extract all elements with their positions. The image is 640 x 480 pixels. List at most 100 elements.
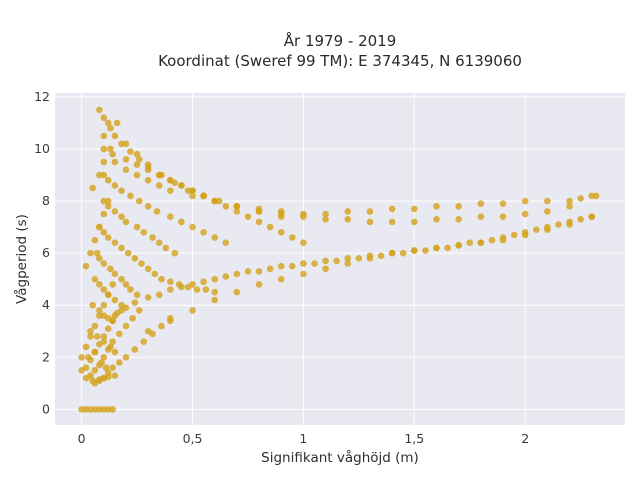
- scatter-point: [122, 281, 130, 288]
- scatter-point: [167, 187, 174, 194]
- scatter-point: [124, 249, 132, 257]
- scatter-point: [189, 192, 196, 200]
- scatter-point: [532, 226, 540, 234]
- scatter-point: [158, 322, 165, 330]
- scatter-point: [109, 406, 116, 413]
- scatter-point: [455, 242, 462, 249]
- scatter-point: [82, 262, 90, 270]
- y-tick-label: 2: [42, 349, 50, 364]
- y-tick-label: 10: [34, 141, 50, 156]
- scatter-point: [244, 268, 252, 275]
- scatter-point: [377, 252, 385, 260]
- scatter-point: [155, 182, 163, 189]
- scatter-point: [555, 221, 562, 228]
- scatter-point: [93, 333, 101, 340]
- scatter-point: [116, 330, 123, 338]
- scatter-point: [91, 236, 99, 244]
- scatter-point: [544, 223, 551, 231]
- scatter-point: [118, 187, 125, 194]
- scatter-point: [211, 234, 218, 241]
- scatter-point: [200, 229, 207, 236]
- scatter-point: [82, 343, 90, 351]
- scatter-point: [266, 223, 274, 231]
- scatter-point: [289, 262, 296, 270]
- scatter-point: [135, 307, 143, 314]
- y-tick-label: 12: [34, 89, 50, 104]
- scatter-point: [277, 262, 285, 270]
- scatter-point: [127, 286, 134, 293]
- scatter-point: [100, 114, 108, 122]
- scatter-point: [107, 145, 114, 153]
- scatter-point: [155, 171, 163, 179]
- scatter-point: [566, 218, 573, 226]
- scatter-point: [100, 301, 108, 309]
- scatter-point: [100, 333, 108, 340]
- scatter-point: [344, 255, 352, 262]
- scatter-point: [91, 275, 99, 283]
- scatter-point: [144, 265, 152, 273]
- scatter-point: [344, 208, 352, 215]
- scatter-point: [111, 182, 119, 189]
- scatter-point: [433, 202, 440, 210]
- scatter-point: [102, 364, 110, 372]
- scatter-point: [544, 197, 551, 205]
- scatter-point: [155, 239, 163, 247]
- scatter-point: [300, 270, 307, 278]
- scatter-point: [89, 184, 97, 192]
- scatter-point: [133, 291, 141, 299]
- scatter-point: [410, 218, 418, 226]
- scatter-point: [111, 132, 119, 140]
- scatter-point: [104, 314, 112, 322]
- scatter-point: [155, 291, 163, 299]
- scatter-point: [87, 327, 94, 335]
- scatter-point: [277, 229, 285, 236]
- scatter-point: [510, 231, 518, 239]
- y-tick-label: 6: [42, 245, 50, 260]
- scatter-point: [100, 286, 108, 293]
- scatter-point: [122, 322, 130, 330]
- scatter-point: [167, 286, 174, 293]
- scatter-point: [333, 257, 340, 265]
- scatter-point: [133, 223, 141, 231]
- scatter-point: [211, 197, 218, 205]
- scatter-point: [455, 202, 462, 210]
- scatter-point: [355, 255, 363, 262]
- scatter-point: [592, 192, 600, 200]
- scatter-point: [96, 340, 103, 348]
- scatter-point: [135, 197, 143, 205]
- scatter-point: [455, 215, 462, 223]
- scatter-point: [149, 330, 156, 338]
- scatter-point: [566, 202, 573, 210]
- scatter-point: [109, 338, 116, 345]
- scatter-point: [109, 150, 116, 158]
- scatter-point: [135, 156, 143, 163]
- scatter-point: [91, 367, 99, 374]
- x-tick-label: 2: [521, 431, 529, 446]
- scatter-point: [399, 249, 407, 257]
- scatter-point: [111, 312, 119, 319]
- scatter-point: [211, 275, 218, 283]
- scatter-point: [200, 278, 207, 286]
- scatter-point: [189, 223, 196, 231]
- scatter-point: [144, 176, 152, 184]
- scatter-point: [300, 260, 307, 267]
- scatter-point: [133, 161, 141, 168]
- plot-area: [55, 93, 625, 425]
- scatter-point: [127, 192, 134, 200]
- scatter-point: [477, 239, 485, 247]
- scatter-point: [189, 281, 196, 288]
- scatter-point: [151, 270, 159, 278]
- x-axis-ticks: 0 0,5 1 1,5 2: [78, 431, 530, 446]
- scatter-point: [104, 369, 112, 377]
- scatter-point: [100, 374, 108, 382]
- scatter-point: [118, 275, 125, 283]
- scatter-point: [133, 171, 141, 179]
- scatter-point: [422, 247, 429, 254]
- scatter-point: [89, 301, 97, 309]
- scatter-point: [96, 171, 103, 179]
- scatter-point: [544, 208, 551, 215]
- scatter-point: [113, 119, 121, 127]
- scatter-point: [366, 208, 374, 215]
- scatter-point: [322, 257, 329, 265]
- x-tick-label: 1: [299, 431, 307, 446]
